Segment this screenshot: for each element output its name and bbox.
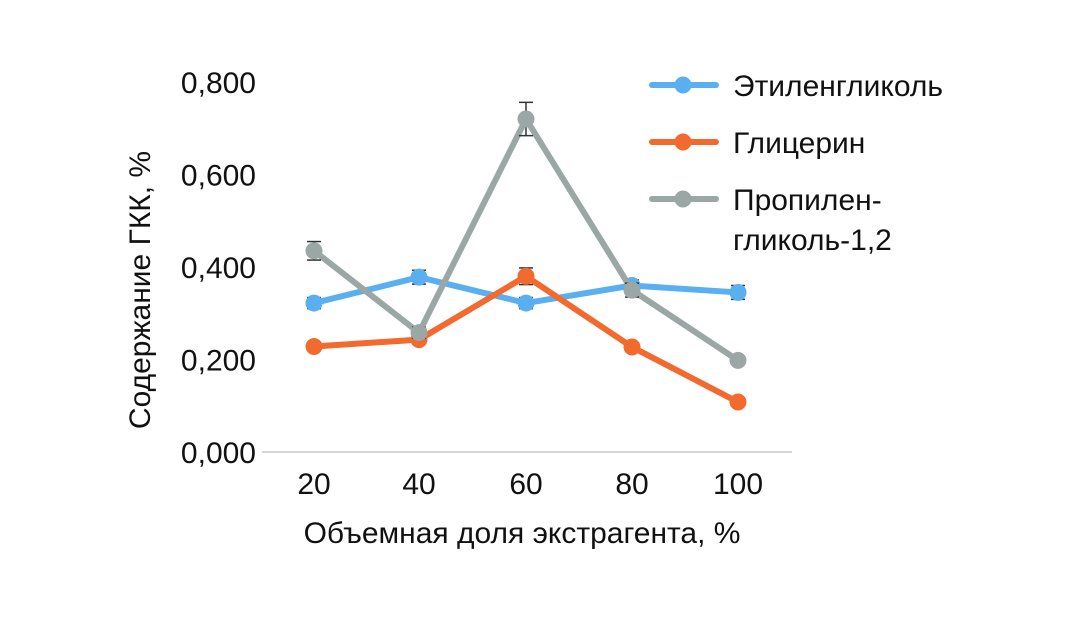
x-axis-title: Объемная доля экстрагента, % — [304, 517, 741, 550]
x-tick-label: 40 — [402, 468, 435, 501]
x-tick-label: 60 — [509, 468, 542, 501]
y-tick-label: 0,800 — [181, 67, 256, 100]
data-point — [305, 294, 323, 312]
x-tick-label: 100 — [713, 468, 763, 501]
data-point — [729, 393, 747, 411]
legend-label: Этиленгликоль — [733, 70, 943, 103]
legend-marker — [674, 190, 692, 208]
data-point — [410, 324, 428, 342]
y-tick-label: 0,600 — [181, 160, 256, 193]
data-point — [517, 110, 535, 128]
legend-label: Пропилен- — [733, 184, 882, 217]
legend-label: гликоль-1,2 — [733, 224, 892, 257]
axes-layer: 0,000 0,200 0,400 0,600 0,800 20 40 60 80 100 — [181, 67, 792, 501]
legend-marker — [674, 133, 692, 151]
data-point — [517, 294, 535, 312]
legend-item-3: Пропилен-гликоль-1,2 — [649, 184, 892, 257]
data-point — [410, 268, 428, 286]
x-tick-label: 80 — [615, 468, 648, 501]
legend-item-2: Глицерин — [649, 127, 865, 160]
legend-item-1: Этиленгликоль — [649, 70, 943, 103]
legend-label: Глицерин — [733, 127, 865, 160]
series-layer — [305, 101, 747, 411]
data-point — [305, 242, 323, 260]
series-2 — [305, 267, 747, 411]
y-tick-label: 0,000 — [181, 437, 256, 470]
legend-marker — [674, 76, 692, 94]
series-3 — [305, 101, 747, 369]
data-point — [623, 281, 641, 299]
data-point — [623, 338, 641, 356]
data-point — [729, 351, 747, 369]
data-point — [729, 283, 747, 301]
series-1 — [305, 268, 747, 312]
y-tick-label: 0,400 — [181, 252, 256, 285]
y-tick-label: 0,200 — [181, 345, 256, 378]
data-point — [305, 338, 323, 356]
y-axis-title: Содержание ГКК, % — [124, 151, 157, 429]
x-tick-label: 20 — [297, 468, 330, 501]
series-line — [311, 116, 741, 364]
legend: Этиленгликоль Глицерин Пропилен-гликоль-1,… — [649, 70, 943, 257]
data-point — [517, 267, 535, 285]
